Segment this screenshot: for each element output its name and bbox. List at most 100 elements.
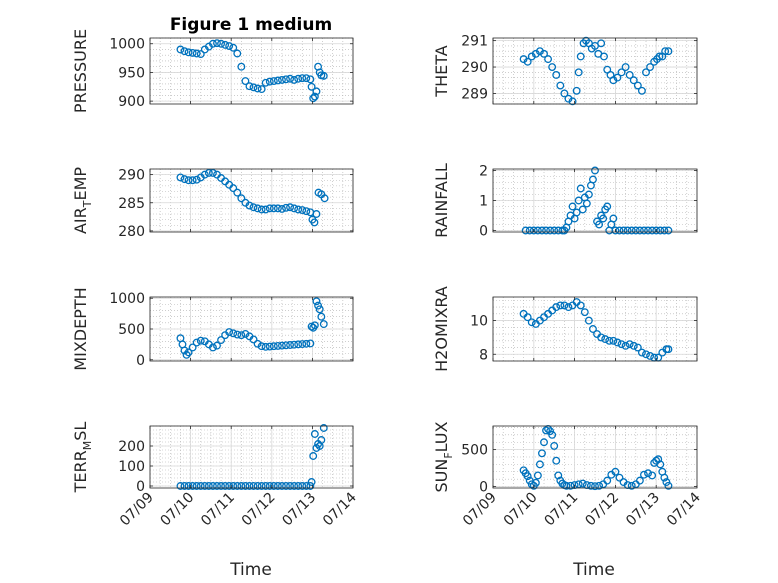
data-point <box>531 478 540 487</box>
data-point <box>621 63 630 71</box>
data-point <box>574 68 583 77</box>
data-point <box>600 52 608 61</box>
y-axis-label-main: AIR <box>71 207 90 234</box>
y-axis-label: AIRTEMP <box>71 167 94 234</box>
x-tick-label: 07/11 <box>198 490 238 530</box>
data-point <box>208 343 217 352</box>
data-point <box>213 39 221 48</box>
data-point <box>286 341 295 349</box>
data-point <box>533 471 542 480</box>
data-point <box>642 350 650 359</box>
y-tick-label: 0 <box>479 480 488 496</box>
data-point <box>229 184 238 193</box>
data-point <box>176 482 185 490</box>
x-tick-label: 07/14 <box>320 489 360 529</box>
data-point <box>278 204 286 213</box>
data-point <box>548 430 557 439</box>
data-point <box>644 469 652 478</box>
data-point <box>312 210 321 218</box>
y-tick-label: 200 <box>118 439 145 455</box>
y-tick-label: 0 <box>479 224 488 240</box>
data-point <box>656 460 665 469</box>
data-point <box>664 481 673 490</box>
y-tick-label: 0 <box>136 479 145 495</box>
data-point <box>245 482 254 490</box>
data-point <box>652 226 661 235</box>
data-point <box>298 74 307 83</box>
y-tick-label: 290 <box>461 60 488 76</box>
data-point <box>320 194 329 203</box>
data-point <box>237 331 246 340</box>
data-point <box>286 482 295 490</box>
y-axis-label-main: TERR <box>71 450 90 493</box>
data-point <box>664 345 673 354</box>
data-point <box>635 476 644 485</box>
data-point <box>664 226 673 235</box>
y-axis-label-main: SUN <box>432 459 451 493</box>
data-point <box>578 205 587 214</box>
data-point <box>550 226 559 235</box>
data-point <box>554 471 563 480</box>
data-point <box>286 74 295 83</box>
data-point <box>660 226 669 235</box>
data-point <box>257 342 266 351</box>
data-point <box>538 226 546 235</box>
data-point <box>208 39 217 48</box>
data-point <box>633 81 642 90</box>
y-axis-label-main: RAINFALL <box>432 163 451 238</box>
x-tick-label: 07/12 <box>582 490 622 530</box>
data-point <box>314 301 323 310</box>
data-point <box>642 68 650 77</box>
data-point <box>290 204 299 213</box>
y-axis-label-subscript: F <box>442 452 455 458</box>
panel-2: 280 285 290 AIRTEMP <box>71 167 354 240</box>
data-point <box>654 455 663 464</box>
data-point <box>552 456 561 465</box>
data-point <box>306 482 315 490</box>
data-point <box>319 424 328 432</box>
data-point <box>572 208 581 217</box>
axes-box <box>492 37 698 105</box>
data-point <box>253 84 262 93</box>
data-point <box>656 226 665 235</box>
data-point <box>309 452 318 460</box>
data-point <box>241 77 250 85</box>
data-point <box>591 166 599 175</box>
data-point <box>523 313 532 322</box>
y-tick-label: 500 <box>461 443 488 459</box>
data-point <box>315 305 324 314</box>
data-point <box>229 43 238 52</box>
data-point <box>249 203 258 212</box>
x-tick-label: 07/10 <box>501 490 541 530</box>
data-point <box>249 335 258 344</box>
data-point <box>192 49 201 58</box>
data-point <box>644 226 652 235</box>
data-point <box>192 482 201 490</box>
y-tick-label: 950 <box>118 65 145 81</box>
y-axis-label-tail: EMP <box>71 167 90 201</box>
data-point <box>294 482 303 490</box>
data-point <box>523 472 532 481</box>
data-point <box>233 49 242 58</box>
data-point <box>637 348 646 357</box>
data-point <box>229 329 238 338</box>
data-point <box>525 226 534 235</box>
data-point <box>278 75 286 84</box>
data-point <box>664 47 673 56</box>
data-point <box>542 426 550 435</box>
data-point <box>282 482 290 490</box>
data-point <box>627 226 636 235</box>
data-point <box>253 482 262 490</box>
data-point <box>319 71 328 80</box>
data-point <box>629 341 638 350</box>
data-point <box>523 57 532 66</box>
data-point <box>282 75 290 84</box>
y-axis-label: THETA <box>432 45 451 97</box>
data-point <box>237 194 246 203</box>
y-tick-label: 280 <box>118 224 145 240</box>
x-tick-label: 07/10 <box>158 490 198 530</box>
data-point <box>631 226 640 235</box>
data-point <box>646 351 655 360</box>
data-point <box>196 482 205 490</box>
data-point <box>302 74 311 83</box>
